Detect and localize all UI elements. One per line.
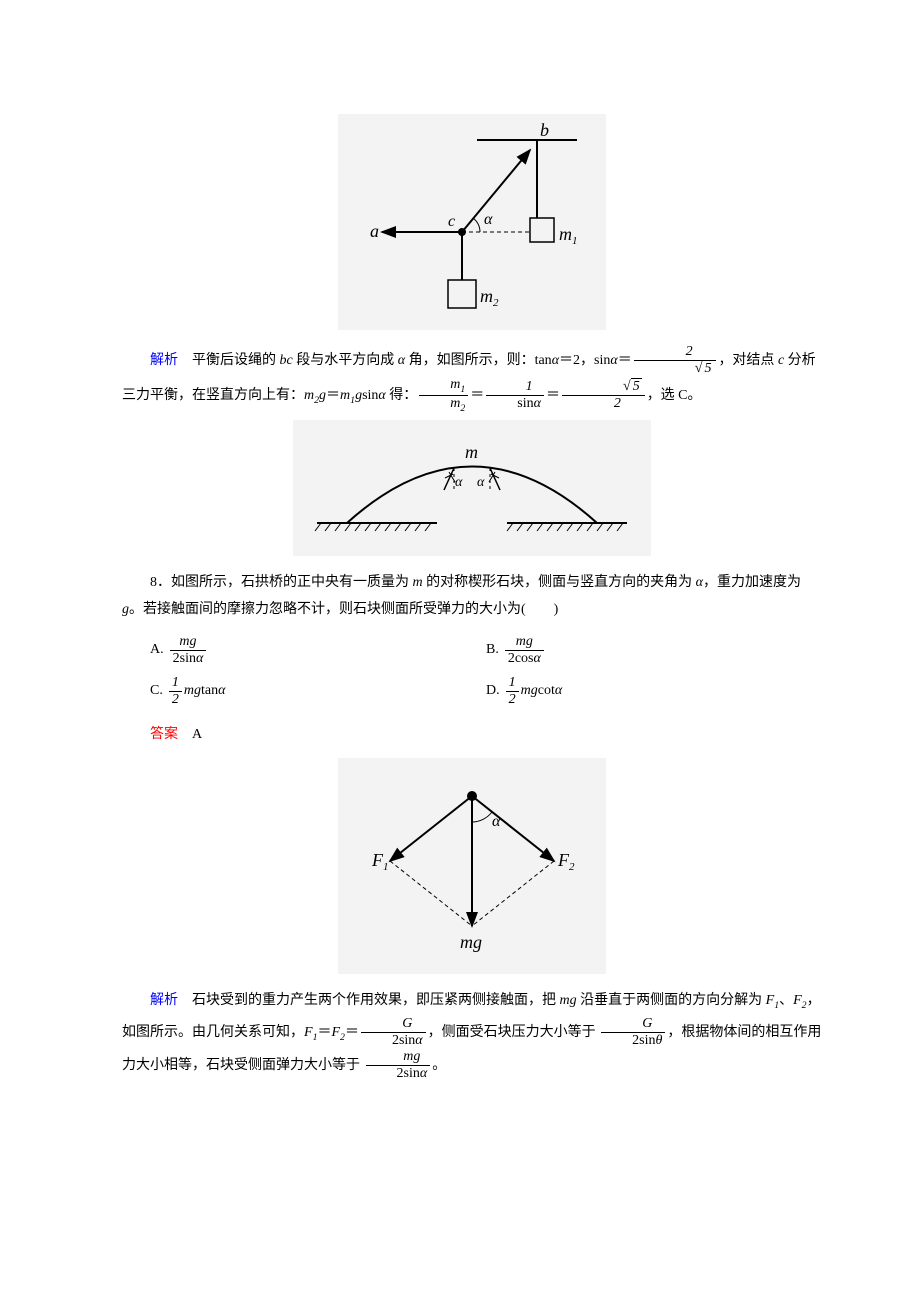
a1-eqB: ＝ (470, 388, 484, 403)
fig1-label-c: c (448, 213, 455, 230)
a3-F2b: F2 (331, 1025, 344, 1040)
a1-frac3: 1sinα (486, 379, 544, 412)
analysis-1-label: 解析 (150, 353, 178, 368)
a1-t3: 角，如图所示，则：tan (405, 353, 552, 368)
figure-1-box: a b c α m1 m2 (338, 114, 606, 330)
fig1-label-a: a (370, 221, 379, 241)
option-B[interactable]: B. mg2cosα (486, 630, 822, 671)
a1-eqC: ＝ (546, 388, 560, 403)
analysis-1: 解析 平衡后设绳的 bc 段与水平方向成 α 角，如图所示，则：tanα＝2，s… (122, 344, 822, 414)
figure-1-svg: a b c α m1 m2 (352, 122, 592, 322)
fig3-F1s: 1 (383, 861, 389, 873)
figure-3-box: F1 F2 α mg (338, 758, 606, 974)
option-C[interactable]: C. 12mgtanα (150, 671, 486, 712)
figure-1: a b c α m1 m2 (122, 114, 822, 330)
fig2-m: m (465, 442, 478, 462)
answer-8: 答案 A (150, 718, 822, 753)
a1-t2: 段与水平方向成 (293, 353, 398, 368)
svg-text:F2: F2 (557, 850, 575, 873)
a1-al2: α (552, 353, 559, 368)
question-8: 8．如图所示，石拱桥的正中央有一质量为 m 的对称楔形石块，侧面与竖直方向的夹角… (122, 570, 822, 623)
a3-p1: 石块受到的重力产生两个作用效果，即压紧两侧接触面，把 (192, 993, 560, 1008)
a3-p2: 沿垂直于两侧面的方向分解为 (577, 993, 766, 1008)
a3-fracA: G2sinα (361, 1016, 426, 1049)
q8-t2: 的对称楔形石块，侧面与竖直方向的夹角为 (423, 575, 696, 590)
fig1-m2sub: 2 (493, 297, 499, 309)
fig3-mg: mg (460, 932, 482, 952)
q8-m: m (413, 575, 423, 590)
option-D[interactable]: D. 12mgcotα (486, 671, 822, 712)
analysis-3: 解析 石块受到的重力产生两个作用效果，即压紧两侧接触面，把 mg 沿垂直于两侧面… (122, 988, 822, 1082)
fig3-alpha: α (492, 813, 501, 830)
a1-frac2: m1m2 (419, 377, 468, 414)
analysis-3-label: 解析 (150, 993, 178, 1008)
figure-2-svg: m α α (307, 428, 637, 548)
a1-al3: α (610, 353, 617, 368)
a1-t1: 平衡后设绳的 (192, 353, 280, 368)
a3-mg: mg (560, 993, 577, 1008)
figure-3: F1 F2 α mg (122, 758, 822, 974)
a1-eq1t: ＝ (618, 353, 632, 368)
a1-m2: m2g (304, 388, 326, 403)
a1-t6: 得： (386, 388, 418, 403)
a1-sin: sin (362, 388, 378, 403)
a3-F1b: F1 (304, 1025, 317, 1040)
q8-t3: ，重力加速度为 (703, 575, 801, 590)
q8-g: g (122, 602, 129, 617)
a3-F2: F2 (793, 993, 806, 1008)
q8-t4: 。若接触面间的摩擦力忽略不计，则石块侧面所受弹力的大小为( ) (129, 602, 558, 617)
fig3-F2s: 2 (569, 861, 575, 873)
a3-p7: 。 (432, 1058, 446, 1073)
a1-frac4: 52 (562, 379, 645, 412)
a3-p3: 、 (779, 993, 793, 1008)
a1-eqA: ＝ (326, 388, 340, 403)
figure-3-svg: F1 F2 α mg (352, 766, 592, 966)
fig1-m1sub: 1 (572, 235, 578, 247)
fig2-a2: α (477, 475, 485, 490)
q8-t1: 如图所示，石拱桥的正中央有一质量为 (171, 575, 413, 590)
a1-frac1: 25 (634, 344, 717, 377)
a1-al4: α (378, 388, 385, 403)
a1-eq1: ＝2，sin (559, 353, 610, 368)
fig1-label-alpha: α (484, 211, 493, 228)
svg-text:m2: m2 (480, 286, 499, 309)
a3-F1: F1 (766, 993, 779, 1008)
fig1-m1: m (559, 224, 572, 244)
a3-p5: ，侧面受石块压力大小等于 (428, 1025, 600, 1040)
q8-a: α (696, 575, 703, 590)
answer-label: 答案 (150, 727, 178, 742)
q8-num: 8． (150, 575, 171, 590)
a1-bc: bc (280, 353, 293, 368)
a3-eq1: ＝ (317, 1025, 331, 1040)
figure-2: m α α (122, 420, 822, 556)
option-A[interactable]: A. mg2sinα (150, 630, 486, 671)
answer-value: A (192, 727, 202, 742)
fig2-a1: α (455, 475, 463, 490)
a3-fracC: mg2sinα (366, 1049, 431, 1082)
a1-m1: m1g (340, 388, 362, 403)
a1-al1: α (398, 353, 405, 368)
a3-fracB: G2sinθ (601, 1016, 665, 1049)
figure-2-box: m α α (293, 420, 651, 556)
svg-text:m1: m1 (559, 224, 578, 247)
fig1-label-b: b (540, 122, 549, 140)
a3-eq2: ＝ (345, 1025, 359, 1040)
svg-text:F1: F1 (371, 850, 389, 873)
a1-t7: ，选 C。 (647, 388, 702, 403)
fig1-m2: m (480, 286, 493, 306)
options-8: A. mg2sinα B. mg2cosα C. 12mgtanα D. 12m… (150, 630, 822, 712)
a1-t4: ，对结点 (718, 353, 778, 368)
